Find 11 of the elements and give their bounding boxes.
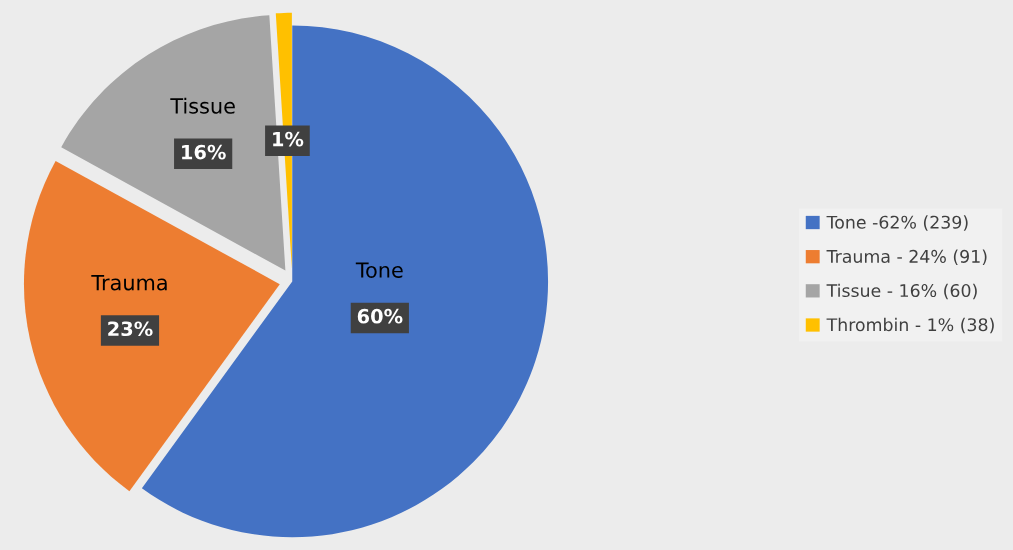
legend-label: Thrombin - 1% (38) [826, 317, 994, 334]
data-label: 23% [108, 321, 153, 337]
legend-label: Tone -62% (239) [826, 215, 968, 231]
text: Trauma [91, 274, 167, 291]
data-label: 60% [357, 308, 403, 324]
legend-label: Trauma - 24% (91) [826, 249, 987, 265]
text: Tissue [170, 97, 235, 114]
data-label: 16% [182, 144, 226, 160]
legend-label: Tissue - 16% (60) [826, 283, 977, 300]
data-label: 1% [273, 131, 304, 147]
text: Tone [355, 262, 403, 278]
